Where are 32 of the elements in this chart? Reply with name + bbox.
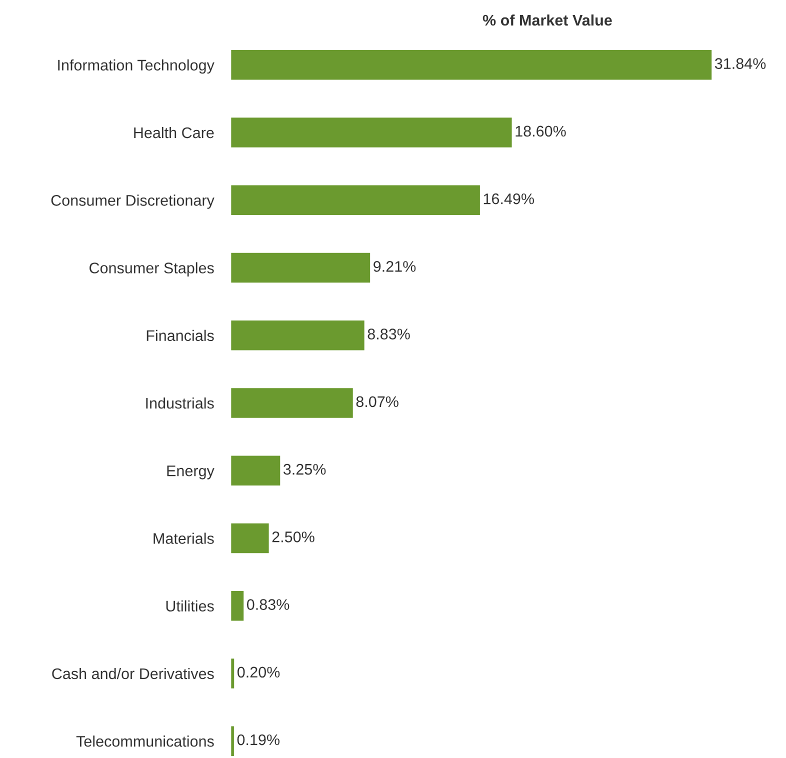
y-tick-label: Energy [167,466,214,480]
y-tick-label: Information Technology [58,59,214,74]
y-tick-label: Consumer Staples [90,262,214,276]
bar [231,50,712,80]
y-tick-label: Health Care [134,126,214,138]
y-tick-label: Materials [154,532,214,544]
data-label: 2.50% [272,532,314,542]
y-tick-label: Utilities [166,600,214,612]
data-label: 0.19% [237,734,280,746]
y-tick-label: Cash and/or Derivatives [52,668,214,680]
bar [231,185,480,216]
bar [231,118,512,148]
y-tick-label: Telecommunications [76,736,214,747]
data-label: 3.25% [283,464,326,475]
data-label: 8.83% [368,328,410,340]
data-label: 0.20% [237,666,280,678]
bar [231,252,370,283]
bar [231,320,364,350]
data-label: 18.60% [516,126,566,137]
data-label: 16.49% [484,193,534,204]
data-label: 0.83% [246,599,290,610]
data-label: 9.21% [374,261,416,272]
y-tick-label: Consumer Discretionary [51,194,214,209]
bar [231,523,269,554]
bar [231,590,244,621]
data-label: 31.84% [714,58,766,69]
bar [231,456,280,486]
y-tick-label: Industrials [146,397,214,409]
data-label: 8.07% [356,396,398,408]
bar [231,388,353,418]
chart-title: % of Market Value [482,14,612,26]
y-tick-label: Financials [146,330,214,342]
